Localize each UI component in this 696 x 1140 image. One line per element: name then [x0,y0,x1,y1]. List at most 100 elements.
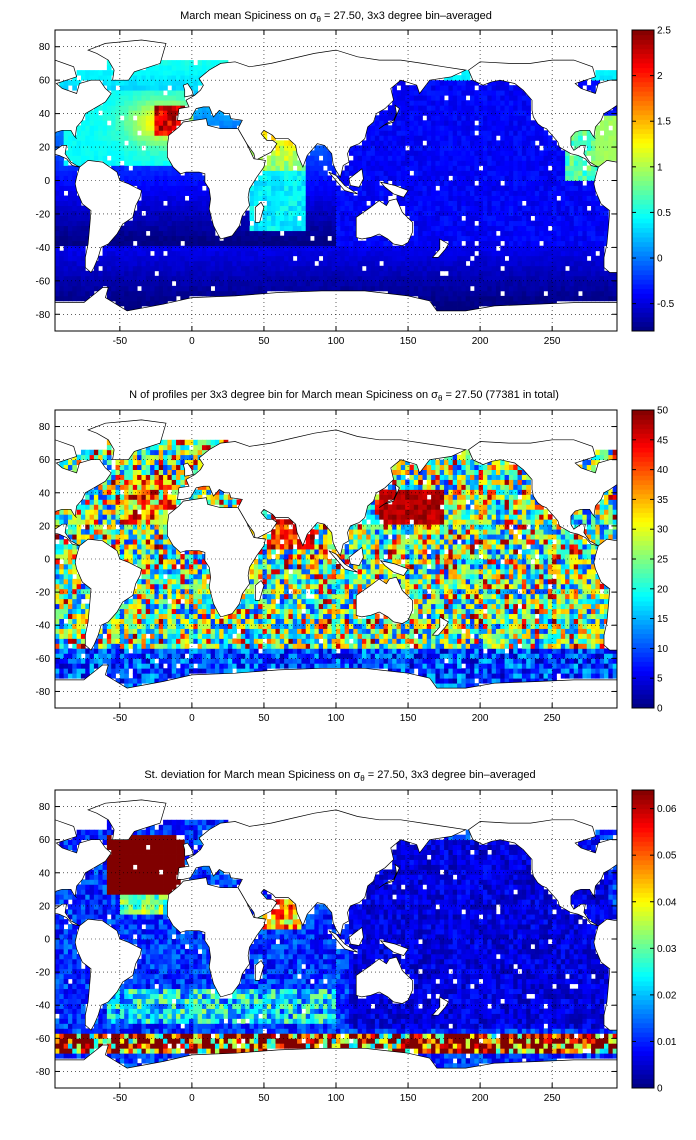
data-cell [361,145,367,151]
data-cell [439,165,445,171]
data-cell [513,170,518,176]
data-cell [573,260,579,267]
data-cell [240,235,246,242]
data-cell [560,220,566,227]
data-cell [595,280,601,287]
data-cell [119,135,125,141]
data-cell [63,633,69,639]
data-cell [89,275,95,282]
data-cell [111,519,116,525]
data-cell [111,633,116,639]
data-cell [253,275,259,282]
data-cell [448,115,454,121]
data-cell [115,653,121,659]
data-cell [124,608,129,615]
data-cell [539,250,544,257]
data-cell [552,170,557,176]
data-cell [457,275,462,282]
data-cell [521,235,527,242]
data-cell [154,220,160,227]
data-cell [119,165,125,171]
data-cell [318,275,324,282]
data-cell [495,235,501,242]
data-cell [288,280,294,287]
data-cell [132,504,138,510]
data-cell [227,285,233,292]
data-cell [124,175,129,181]
data-cell [435,260,441,267]
data-cell [500,155,505,161]
data-cell [154,240,160,247]
data-cell [240,285,246,292]
data-cell [331,245,337,252]
data-cell [396,140,402,146]
data-cell [591,200,596,206]
data-cell [292,190,298,196]
data-cell [80,295,86,302]
data-cell [76,658,82,664]
data-cell [500,190,505,196]
data-cell [63,578,69,585]
data-cell [435,165,441,171]
data-cell [534,185,540,191]
data-cell [504,110,510,116]
data-cell [288,170,294,176]
data-cell [111,499,116,505]
data-cell [452,100,458,106]
data-cell [318,170,324,176]
data-cell [508,140,514,146]
data-cell [63,160,69,166]
data-cell [413,95,419,101]
data-cell [569,230,575,237]
data-cell [184,290,190,297]
data-cell [357,265,363,272]
data-cell [63,563,69,570]
data-cell [111,95,116,101]
data-cell [500,250,505,257]
data-cell [500,255,505,262]
data-cell [63,80,69,86]
data-cell [513,165,518,171]
data-cell [89,534,95,540]
data-cell [128,479,134,485]
data-cell [470,85,475,91]
data-cell [115,459,121,466]
data-cell [106,444,112,451]
data-cell [582,200,588,206]
data-cell [405,85,410,91]
data-cell [586,260,592,267]
data-cell [439,145,445,151]
data-cell [76,195,82,201]
data-cell [327,160,333,166]
data-cell [63,638,69,644]
data-cell [124,628,129,634]
data-cell [396,120,402,126]
data-cell [72,230,78,237]
data-cell [517,300,523,307]
data-cell [591,170,596,176]
data-cell [180,80,186,86]
data-cell [249,250,255,257]
data-cell [444,140,449,146]
data-cell [513,160,518,166]
data-cell [201,265,207,272]
data-cell [201,195,207,201]
data-cell [539,125,544,131]
data-cell [76,210,82,217]
data-cell [604,125,609,131]
data-cell [201,235,207,242]
data-cell [197,195,203,201]
data-cell [461,170,467,176]
data-cell [487,290,493,297]
data-cell [206,65,212,71]
data-cell [409,115,415,121]
data-cell [396,115,402,121]
data-cell [573,195,579,201]
data-cell [482,275,488,282]
data-cell [474,215,480,222]
data-cell [586,210,592,217]
data-cell [374,185,380,191]
data-cell [543,160,549,166]
data-cell [353,235,359,242]
data-cell [418,155,423,161]
